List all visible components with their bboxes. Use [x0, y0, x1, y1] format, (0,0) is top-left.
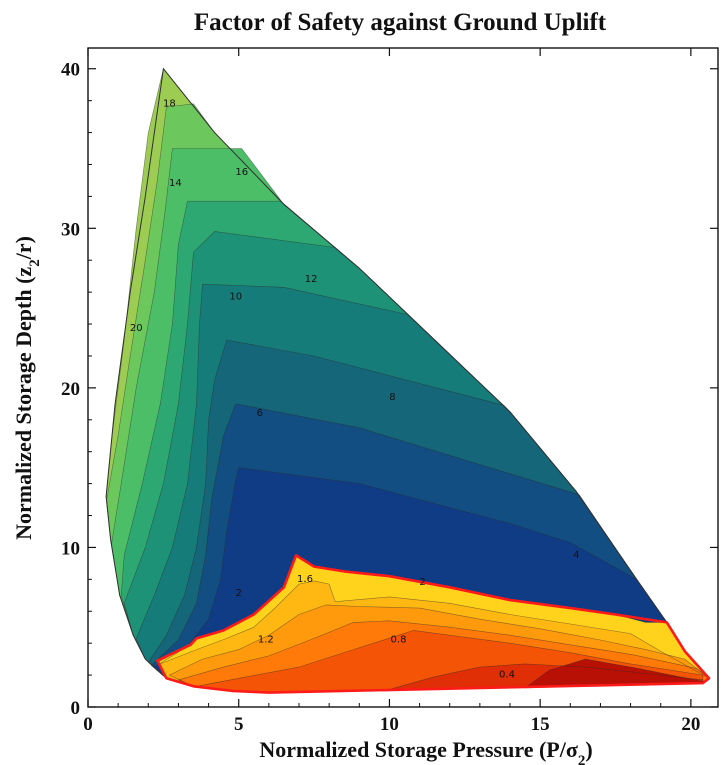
- contour-label: 2: [236, 588, 242, 599]
- y-tick-label: 10: [61, 538, 80, 559]
- axis-ticks: 0 5 10 15 20 0 10 20 30 40: [61, 48, 718, 735]
- contour-label: 12: [305, 274, 318, 285]
- contour-label: 16: [235, 167, 248, 178]
- x-tick-label: 20: [681, 714, 700, 735]
- x-tick-label: 0: [83, 714, 93, 735]
- x-tick-label: 5: [234, 714, 244, 735]
- contour-label: 0.4: [499, 670, 515, 681]
- chart-title: Factor of Safety against Ground Uplift: [194, 9, 607, 36]
- x-tick-label: 15: [531, 714, 550, 735]
- contour-label: 4: [573, 550, 579, 561]
- plot-frame: [87, 47, 719, 708]
- contour-label: 14: [169, 178, 182, 189]
- contour-label: 6: [257, 408, 263, 419]
- contour-lines: [105, 67, 711, 694]
- y-tick-label: 0: [71, 698, 81, 719]
- contour-labels: 18 16 14 12 10 20 8 6 4 1.6 2 2 1.2 0.8 0.4: [130, 98, 580, 680]
- plot-border: [87, 47, 719, 708]
- contour-label: 10: [229, 291, 242, 302]
- x-axis-label: Normalized Storage Pressure (P/σ2): [259, 737, 592, 765]
- y-axis-label: Normalized Storage Depth (z2/r): [11, 236, 43, 540]
- contour-label: 18: [163, 98, 176, 109]
- contour-label: 2: [419, 577, 425, 588]
- contour-label: 20: [130, 323, 143, 334]
- contour-label: 1.2: [258, 634, 274, 645]
- fs-threshold-boundary: [156, 554, 711, 694]
- contour-label: 0.8: [391, 634, 407, 645]
- contour-bands: [106, 68, 710, 693]
- contour-label: 1.6: [297, 574, 313, 585]
- x-tick-label: 10: [380, 714, 399, 735]
- contour-label: 8: [389, 392, 395, 403]
- y-tick-label: 20: [61, 379, 80, 400]
- y-tick-label: 30: [61, 219, 80, 240]
- y-tick-label: 40: [61, 60, 80, 81]
